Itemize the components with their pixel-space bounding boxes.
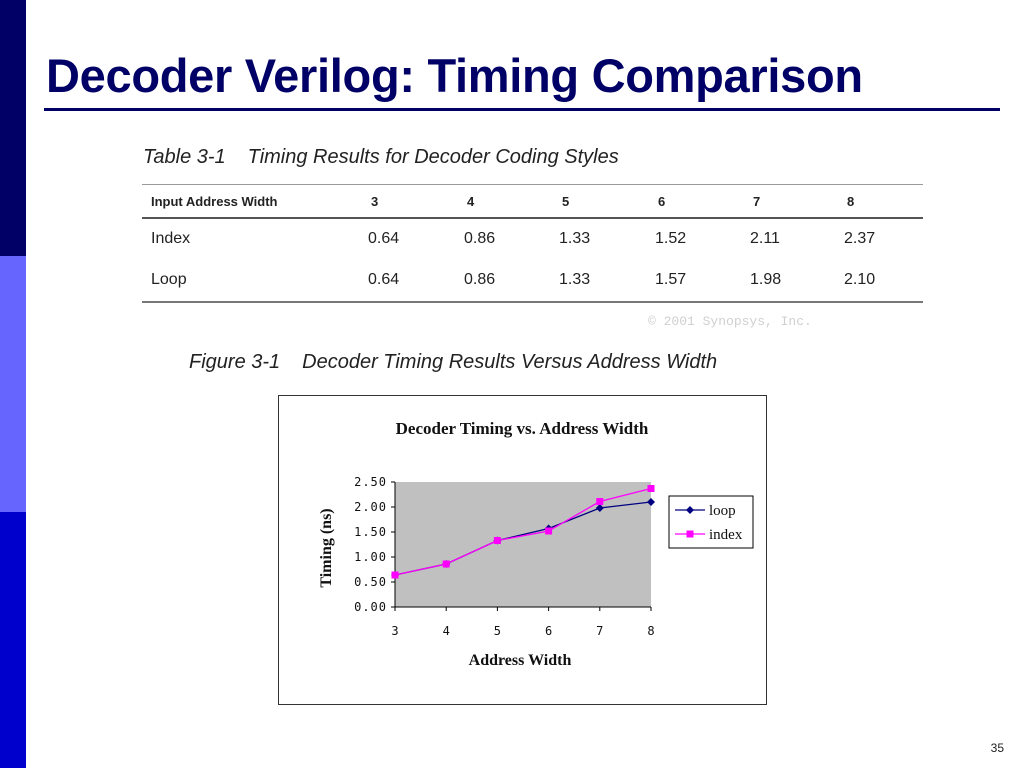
chart-title: Decoder Timing vs. Address Width [396, 419, 649, 438]
table-cell: 0.64 [368, 230, 400, 247]
x-tick-label: 7 [596, 624, 603, 638]
side-bar-top [0, 0, 26, 256]
table-cell: Loop [151, 271, 187, 288]
table-cell: 2.37 [844, 230, 876, 247]
table-header-cell: 4 [467, 193, 475, 209]
x-tick-label: 8 [647, 624, 654, 638]
chart-y-axis-label: Timing (ns) [318, 508, 335, 587]
table-cell: 2.11 [750, 230, 780, 247]
side-bar-bottom [0, 512, 26, 768]
data-point-loop [595, 504, 604, 512]
table-header-row: Input Address Width 3 4 5 6 7 8 [142, 184, 923, 218]
y-tick-label: 2.50 [354, 475, 387, 489]
timing-table: Input Address Width 3 4 5 6 7 8 Index 0.… [142, 184, 923, 303]
title-underline [44, 108, 1000, 111]
figure-caption: Figure 3-1 Decoder Timing Results Versus … [189, 351, 717, 374]
y-tick-label: 0.00 [354, 600, 387, 614]
timing-line-chart: Decoder Timing vs. Address Width Timing … [318, 419, 754, 669]
table-header-cell: Input Address Width [151, 193, 278, 209]
table-header-cell: 3 [371, 193, 379, 209]
data-point-index [442, 560, 450, 568]
table-row: Index 0.64 0.86 1.33 1.52 2.11 2.37 [142, 218, 923, 260]
y-tick-label: 0.50 [354, 575, 387, 589]
table-cell: 0.86 [464, 271, 496, 288]
table-header-cell: 6 [658, 193, 666, 209]
x-tick-label: 6 [545, 624, 552, 638]
table-cell: 1.57 [655, 271, 687, 288]
data-point-index [493, 537, 501, 544]
table-caption-text: Timing Results for Decoder Coding Styles [247, 146, 619, 168]
table-cell: Index [151, 230, 191, 247]
y-tick-label: 1.50 [354, 525, 387, 539]
table-cell: 1.98 [750, 271, 782, 288]
table-header-cell: 7 [753, 193, 761, 209]
plot-area [395, 482, 651, 607]
slide-title: Decoder Verilog: Timing Comparison [46, 49, 863, 102]
data-point-index [647, 485, 655, 492]
table-cell: 1.52 [655, 230, 687, 247]
table-caption: Table 3-1 Timing Results for Decoder Codi… [143, 146, 619, 169]
table-cell: 0.64 [368, 271, 400, 288]
data-point-index [545, 527, 553, 535]
table-header-cell: 5 [562, 193, 570, 209]
data-point-index [391, 571, 399, 579]
legend-label-loop: loop [709, 503, 736, 519]
figure-caption-text: Decoder Timing Results Versus Address Wi… [302, 351, 718, 373]
table-cell: 2.10 [844, 271, 876, 288]
data-point-index [596, 498, 604, 505]
copyright-notice: © 2001 Synopsys, Inc. [648, 314, 812, 329]
page-number: 35 [990, 741, 1004, 755]
x-tick-label: 5 [494, 624, 501, 638]
table-row: Loop 0.64 0.86 1.33 1.57 1.98 2.10 [142, 260, 923, 302]
series-line-index [394, 487, 652, 576]
legend-marker-index [686, 530, 694, 538]
figure-caption-number: Figure 3-1 [189, 351, 281, 373]
table-cell: 1.33 [559, 271, 591, 288]
y-tick-label: 2.00 [354, 500, 387, 514]
legend-marker-loop [686, 506, 694, 514]
y-tick-label: 1.00 [354, 550, 387, 564]
data-point-loop [647, 498, 655, 506]
chart-legend [668, 495, 754, 549]
chart-frame: Decoder Timing vs. Address Width Timing … [278, 395, 767, 705]
table-caption-number: Table 3-1 [143, 146, 226, 168]
chart-x-axis-label: Address Width [469, 652, 572, 669]
x-tick-label: 4 [443, 624, 450, 638]
side-bar-middle [0, 256, 26, 512]
x-tick-label: 3 [391, 624, 398, 638]
legend-label-index: index [709, 527, 743, 543]
table-cell: 0.86 [464, 230, 496, 247]
table-header-cell: 8 [847, 193, 855, 209]
table-cell: 1.33 [559, 230, 591, 247]
